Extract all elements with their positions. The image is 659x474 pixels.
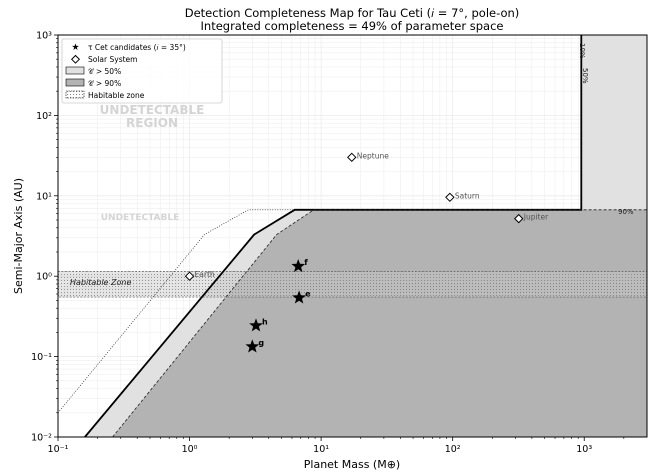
x-tick-label: 10³ [576,444,592,455]
legend-label-habitable: Habitable zone [88,91,145,100]
y-tick-label: 10¹ [36,191,52,202]
contour-50-label: 50% [581,68,589,84]
legend: τ Cet candidates (𝑖 = 35°) Solar System … [61,38,223,104]
legend-label-solar-system: Solar System [88,55,137,64]
planet-label-jupiter: Jupiter [523,213,549,222]
data-points: f e h g Earth Neptune Saturn Jupiter [184,151,549,353]
legend-swatch-90 [65,78,85,87]
contour-50-line [84,35,583,437]
legend-swatch-hz [65,90,85,99]
legend-star-icon [72,43,79,50]
planet-diamond-earth [184,271,195,281]
candidate-star-g [245,339,260,353]
completeness-90-region [112,209,647,437]
legend-box [61,38,223,104]
planet-diamond-neptune [347,152,357,163]
x-tick-label: 10¹ [313,444,329,455]
undetectable-region-label-line2: REGION [126,116,178,130]
y-tick-label: 10⁻² [31,433,52,444]
x-axis-label: Planet Mass (M⊕) [304,458,400,471]
chart-title: Detection Completeness Map for Tau Ceti … [185,6,520,20]
legend-label-candidates: τ Cet candidates (𝑖 = 35°) [88,43,186,52]
y-tick-label: 10⁻¹ [31,352,52,363]
planet-label-saturn: Saturn [455,191,480,200]
y-tick-label: 10² [36,111,52,122]
y-tick-label: 10⁰ [36,272,52,283]
candidate-label-g: g [258,339,264,348]
candidate-label-h: h [262,318,268,327]
planet-label-earth: Earth [195,270,215,279]
legend-label-c50: 𝒞 > 50% [88,67,121,76]
undetectable-region-label-line1: UNDETECTABLE [100,103,205,117]
candidate-label-f: f [304,258,308,267]
contour-90-label: 90% [618,208,634,216]
legend-diamond-icon [70,54,81,64]
x-tick-label: 10⁰ [182,444,198,455]
chart-subtitle: Integrated completeness = 49% of paramet… [201,19,504,33]
planet-diamond-jupiter [514,213,524,224]
candidate-star-f [291,259,306,273]
contour-90-line [112,209,647,437]
legend-swatch-50 [65,66,85,75]
planet-label-neptune: Neptune [357,151,389,160]
habitable-zone-label: Habitable Zone [70,278,131,287]
candidate-star-e [292,290,306,304]
y-tick-label: 10³ [36,31,52,42]
x-tick-label: 10² [445,444,461,455]
habitable-zone-dots [58,271,647,298]
planet-diamond-saturn [445,192,455,203]
plot-frame [57,34,648,438]
legend-label-c90: 𝒞 > 90% [88,79,121,88]
candidate-star-h [249,318,263,332]
candidate-label-e: e [305,290,311,299]
contour-10-label: 10% [578,43,586,59]
plot-area: f e h g Earth Neptune Saturn Jupiter [58,35,647,437]
y-axis-label: Semi-Major Axis (AU) [12,178,25,294]
undetectable-label: UNDETECTABLE [101,213,180,223]
x-tick-label: 10⁻¹ [48,444,69,455]
